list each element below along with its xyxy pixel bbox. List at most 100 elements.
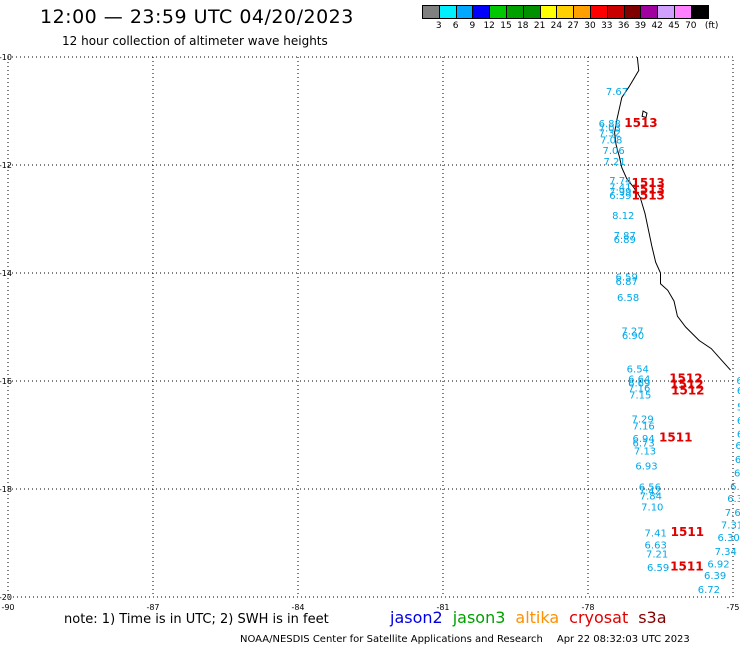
legend-label: 42 (651, 21, 663, 31)
wave-height-label: 7.32 (599, 128, 621, 139)
satellite-s3a: s3a (638, 608, 667, 627)
wave-height-label: 7.41 (609, 182, 631, 193)
x-tick-label: -78 (581, 603, 594, 612)
wave-height-label: 7.87 (614, 231, 636, 242)
wave-height-label: 6.3 (737, 430, 740, 441)
pass-time-label: 1511 (659, 430, 692, 444)
legend-label: 70 (685, 21, 697, 31)
legend-label: 18 (517, 21, 529, 31)
legend-label: 27 (567, 21, 579, 31)
wave-height-label: 7.03 (599, 124, 621, 135)
wave-height-label: 7.74 (609, 176, 631, 187)
pass-time-label: 1513 (632, 183, 665, 197)
wave-height-label: 7.31 (721, 520, 740, 531)
wave-height-label: 8.12 (612, 211, 634, 222)
x-tick-label: -84 (291, 603, 304, 612)
island-outline (641, 110, 648, 119)
pass-time-label: 1511 (671, 525, 704, 539)
color-scale-labels: 3 6 9 12 15 18 21 24 27 30 33 36 39 42 45 70 (ft) (422, 21, 740, 35)
wave-height-label: 6.26 (730, 482, 740, 493)
wave-height-label: 6 (736, 376, 740, 387)
legend-label: 9 (469, 21, 476, 31)
y-tick-label: -18 (0, 485, 12, 494)
wave-height-label: 6.4 (737, 386, 740, 397)
wave-height-label: 6.69 (628, 378, 650, 389)
coastline (614, 56, 731, 371)
map-title: 12:00 — 23:59 UTC 04/20/2023 (40, 6, 354, 28)
wave-height-label: 6.89 (614, 235, 636, 246)
wave-height-label: 6.59 (647, 563, 669, 574)
wave-height-label: 6.75 (734, 469, 740, 480)
wave-height-label: 6.54 (627, 364, 649, 375)
wave-height-label: 6.30 (718, 533, 740, 544)
wave-height-label: 7.13 (634, 446, 656, 457)
wave-height-label: 5 (737, 403, 740, 414)
y-tick-label: -16 (0, 377, 12, 386)
legend-label: 12 (483, 21, 495, 31)
wave-height-label: 7.21 (646, 550, 668, 561)
legend-label: 33 (601, 21, 613, 31)
pass-time-label: 1512 (670, 378, 703, 392)
wave-height-label: 6.33 (727, 494, 740, 505)
wave-height-label: 6.72 (698, 585, 720, 596)
map-subtitle: 12 hour collection of altimeter wave hei… (62, 34, 328, 48)
wave-height-label: 6.90 (622, 331, 644, 342)
wave-height-label: 7.99 (609, 187, 631, 198)
wave-height-label: 6.4 (735, 441, 740, 452)
wave-height-label: 6.87 (616, 277, 638, 288)
wave-height-label: 7.41 (645, 529, 667, 540)
legend-label: 45 (668, 21, 680, 31)
x-tick-label: -81 (436, 603, 449, 612)
credit-text: NOAA/NESDIS Center for Satellite Applica… (240, 634, 543, 645)
y-tick-label: -20 (0, 593, 12, 602)
x-tick-label: -87 (146, 603, 159, 612)
legend-swatch (690, 5, 709, 19)
satellite-legend: jason2 jason3 altika cryosat s3a (390, 608, 677, 627)
color-scale-legend (422, 5, 709, 19)
wave-height-label: 7.84 (640, 491, 662, 502)
wave-height-label: 6.64 (628, 375, 650, 386)
y-tick-label: -14 (0, 269, 12, 278)
legend-label: 15 (500, 21, 512, 31)
wave-height-label: 6 (737, 416, 740, 427)
wave-height-label: 7.16 (628, 383, 650, 394)
wave-height-label: 7.10 (641, 503, 663, 514)
legend-label: 36 (617, 21, 630, 31)
wave-height-label: 7.27 (621, 327, 643, 338)
wave-height-label: 6.92 (707, 559, 729, 570)
legend-label: 39 (634, 21, 647, 31)
pass-time-label: 1512 (671, 384, 704, 398)
wave-height-label: 7.65 (725, 508, 740, 519)
credit-line: NOAA/NESDIS Center for Satellite Applica… (240, 634, 690, 645)
wave-height-label: 6.93 (635, 462, 657, 473)
satellite-jason2: jason2 (390, 608, 443, 627)
wave-height-label: 6.56 (639, 483, 661, 494)
wave-height-label: 7.15 (629, 390, 651, 401)
pass-time-label: 1513 (632, 189, 665, 203)
wave-height-label: 6.39 (704, 571, 726, 582)
wave-height-label: 7.29 (632, 415, 654, 426)
wave-height-label: 7.08 (600, 135, 622, 146)
legend-label: 3 (435, 21, 442, 31)
wave-height-label: 7.16 (632, 422, 654, 433)
legend-label: 24 (550, 21, 563, 31)
pass-time-label: 1513 (632, 176, 665, 190)
legend-label: 6 (452, 21, 459, 31)
footnote: note: 1) Time is in UTC; 2) SWH is in fe… (64, 612, 329, 627)
generated-timestamp: Apr 22 08:32:03 UTC 2023 (556, 634, 690, 645)
wave-height-label: 6.63 (645, 540, 667, 551)
y-tick-label: -10 (0, 53, 12, 62)
wave-height-label: 6.73 (632, 438, 654, 449)
wave-height-label: 6.4 (735, 455, 740, 466)
wave-height-label: 6.58 (617, 293, 639, 304)
pass-time-label: 1513 (624, 116, 657, 130)
legend-label: 21 (533, 21, 546, 31)
wave-height-label: 7.21 (603, 157, 625, 168)
legend-label: 30 (584, 21, 596, 31)
wave-height-label: 7.67 (606, 87, 628, 98)
legend-label: (ft) (704, 21, 719, 31)
wave-height-label: 6.94 (632, 434, 654, 445)
wave-height-label: 6.88 (599, 119, 621, 130)
wave-height-label: 6.59 (616, 273, 638, 284)
